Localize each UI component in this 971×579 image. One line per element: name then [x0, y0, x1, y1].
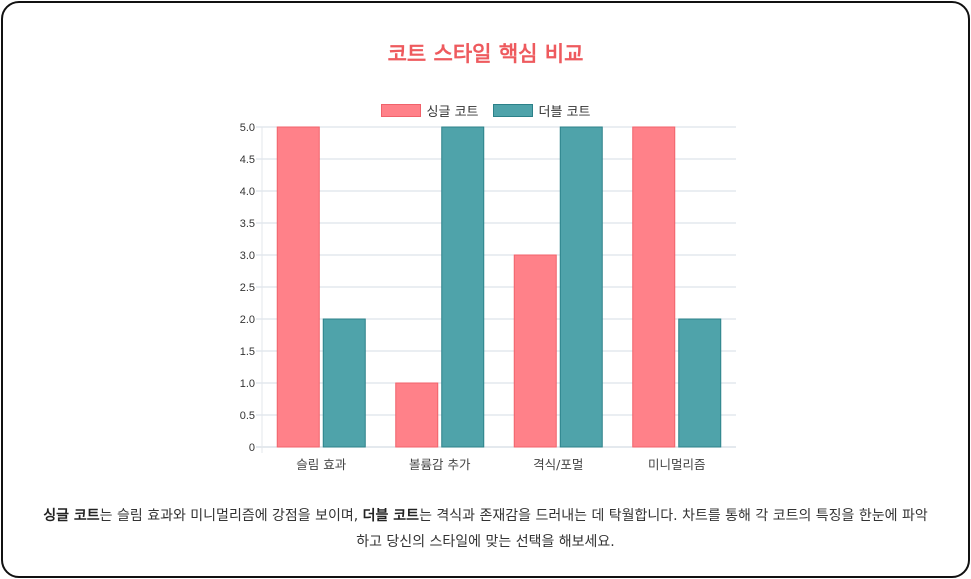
desc-text-1: 는 슬림 효과와 미니멀리즘에 강점을 보이며, — [99, 508, 363, 524]
desc-text-2: 는 격식과 존재감을 드러내는 데 탁월합니다. 차트를 통해 각 코트의 특징… — [356, 508, 928, 550]
y-tick-label: 2.0 — [240, 314, 255, 326]
y-tick-label: 5.0 — [240, 122, 255, 134]
x-tick-label: 미니멀리즘 — [648, 457, 706, 472]
legend-item-single[interactable]: 싱글 코트 — [380, 101, 479, 120]
bar-single — [276, 126, 320, 448]
desc-strong-double: 더블 코트 — [362, 508, 420, 524]
x-tick-label: 격식/포멀 — [533, 457, 583, 472]
bar-single — [395, 382, 439, 448]
legend-label-single: 싱글 코트 — [426, 105, 479, 120]
legend-swatch-single — [380, 104, 421, 117]
y-tick-label: 4.5 — [240, 154, 255, 166]
x-tick-label: 볼륨감 추가 — [409, 457, 471, 472]
y-tick-label: 1.5 — [240, 346, 255, 358]
y-tick-label: 0.5 — [240, 410, 255, 422]
y-tick-label: 2.5 — [240, 282, 255, 294]
bar-double — [322, 318, 366, 448]
bar-double — [678, 318, 722, 448]
bar-double — [441, 126, 485, 448]
bar-double — [559, 126, 603, 448]
x-tick-label: 슬림 효과 — [296, 457, 346, 472]
chart-legend: 싱글 코트 더블 코트 — [0, 101, 971, 120]
bar-chart: 0 0.5 1.0 1.5 2.0 2.5 3.0 3.5 4.0 4.5 5.0 슬림 효과 볼륨감 … — [240, 122, 736, 472]
desc-strong-single: 싱글 코트 — [43, 508, 100, 524]
y-tick-label: 3.5 — [240, 218, 255, 230]
bar-single — [632, 126, 676, 448]
description: 싱글 코트는 슬림 효과와 미니멀리즘에 강점을 보이며, 더블 코트는 격식과… — [40, 503, 931, 555]
y-tick-label: 3.0 — [240, 250, 255, 262]
legend-label-double: 더블 코트 — [538, 105, 591, 120]
bar-single — [513, 254, 557, 448]
y-tick-label: 4.0 — [240, 186, 255, 198]
chart-title: 코트 스타일 핵심 비교 — [387, 42, 584, 66]
legend-swatch-double — [492, 104, 533, 117]
y-tick-label: 1.0 — [240, 378, 255, 390]
y-tick-label: 0 — [249, 442, 255, 454]
legend-item-double[interactable]: 더블 코트 — [492, 101, 591, 120]
